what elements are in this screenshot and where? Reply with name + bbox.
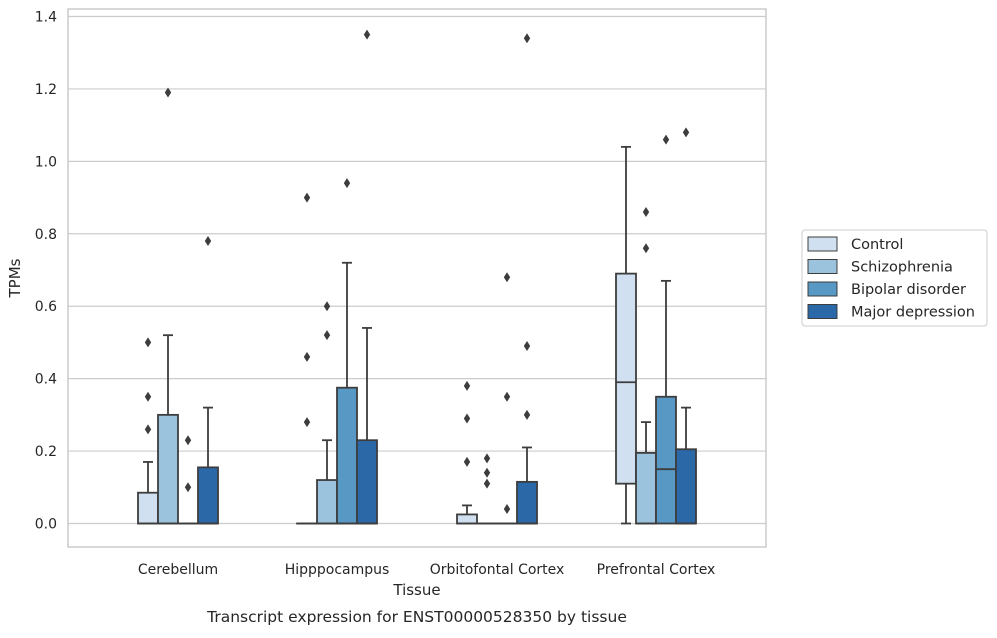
legend-swatch: [808, 260, 837, 274]
box: [656, 397, 676, 524]
y-tick-label: 1.2: [35, 82, 57, 98]
box-group: [198, 236, 218, 523]
x-tick-label: Hipppocampus: [285, 562, 390, 578]
box-group: [178, 435, 198, 523]
x-tick-label: Orbitofontal Cortex: [430, 562, 565, 578]
outlier-point: [524, 33, 530, 43]
box-group: [616, 147, 636, 524]
y-tick-label: 1.0: [35, 154, 57, 170]
legend-swatch: [808, 237, 837, 251]
outlier-point: [324, 301, 330, 311]
y-axis-ticks: 0.0 0.2 0.4 0.6 0.8 1.0 1.2 1.4: [35, 10, 57, 533]
outlier-point: [304, 417, 310, 427]
box-group: [517, 33, 537, 523]
outlier-point: [304, 193, 310, 203]
outlier-point: [504, 504, 510, 514]
legend-label: Major depression: [851, 305, 975, 321]
box: [616, 274, 636, 484]
y-tick-label: 0.2: [35, 444, 57, 460]
box: [357, 440, 377, 523]
outlier-point: [683, 127, 689, 137]
outlier-point: [524, 341, 530, 351]
outlier-point: [504, 272, 510, 282]
outlier-point: [524, 410, 530, 420]
box: [158, 415, 178, 524]
outlier-point: [145, 424, 151, 434]
legend-label: Control: [851, 237, 903, 253]
box: [636, 453, 656, 524]
outlier-point: [643, 207, 649, 217]
box-group: [317, 301, 337, 523]
box-group: [497, 272, 517, 523]
box-group: [676, 127, 696, 523]
outlier-point: [145, 392, 151, 402]
outlier-point: [205, 236, 211, 246]
box: [337, 388, 357, 524]
box-group: [477, 453, 497, 523]
outlier-point: [324, 330, 330, 340]
outlier-point: [364, 30, 370, 40]
legend-label: Schizophrenia: [851, 260, 953, 276]
box-group: [138, 337, 158, 523]
box-group: [158, 88, 178, 524]
legend-swatch: [808, 305, 837, 319]
legend-swatch: [808, 282, 837, 296]
y-tick-label: 0.6: [35, 299, 57, 315]
box: [198, 467, 218, 523]
outlier-point: [185, 482, 191, 492]
outlier-point: [484, 453, 490, 463]
box-group: [337, 178, 357, 523]
outlier-point: [484, 479, 490, 489]
outlier-point: [464, 413, 470, 423]
box-group: [636, 207, 656, 523]
box-group: [656, 135, 676, 524]
y-tick-label: 0.8: [35, 227, 57, 243]
x-tick-label: Prefrontal Cortex: [597, 562, 716, 578]
boxes: [138, 30, 696, 524]
x-axis-label: Tissue: [392, 581, 440, 599]
legend-label: Bipolar disorder: [851, 282, 966, 298]
outlier-point: [185, 435, 191, 445]
outlier-point: [304, 352, 310, 362]
box: [317, 480, 337, 523]
box: [517, 482, 537, 524]
y-tick-label: 0.0: [35, 517, 57, 533]
box-group: [357, 30, 377, 524]
outlier-point: [464, 381, 470, 391]
legend: Control Schizophrenia Bipolar disorder Majo…: [802, 230, 987, 326]
y-tick-label: 1.4: [35, 10, 57, 26]
box: [138, 493, 158, 524]
x-axis-ticks: Cerebellum Hipppocampus Orbitofontal Corte…: [138, 562, 715, 578]
outlier-point: [643, 243, 649, 253]
x-tick-label: Cerebellum: [138, 562, 218, 578]
outlier-point: [663, 135, 669, 145]
y-axis-label: TPMs: [6, 258, 24, 298]
box: [676, 449, 696, 523]
outlier-point: [484, 468, 490, 478]
outlier-point: [504, 392, 510, 402]
y-tick-label: 0.4: [35, 372, 57, 388]
box-group: [457, 381, 477, 524]
outlier-point: [344, 178, 350, 188]
chart-caption: Transcript expression for ENST0000052835…: [206, 608, 627, 626]
outlier-point: [145, 337, 151, 347]
box-group: [297, 193, 317, 524]
box: [457, 514, 477, 523]
outlier-point: [464, 457, 470, 467]
